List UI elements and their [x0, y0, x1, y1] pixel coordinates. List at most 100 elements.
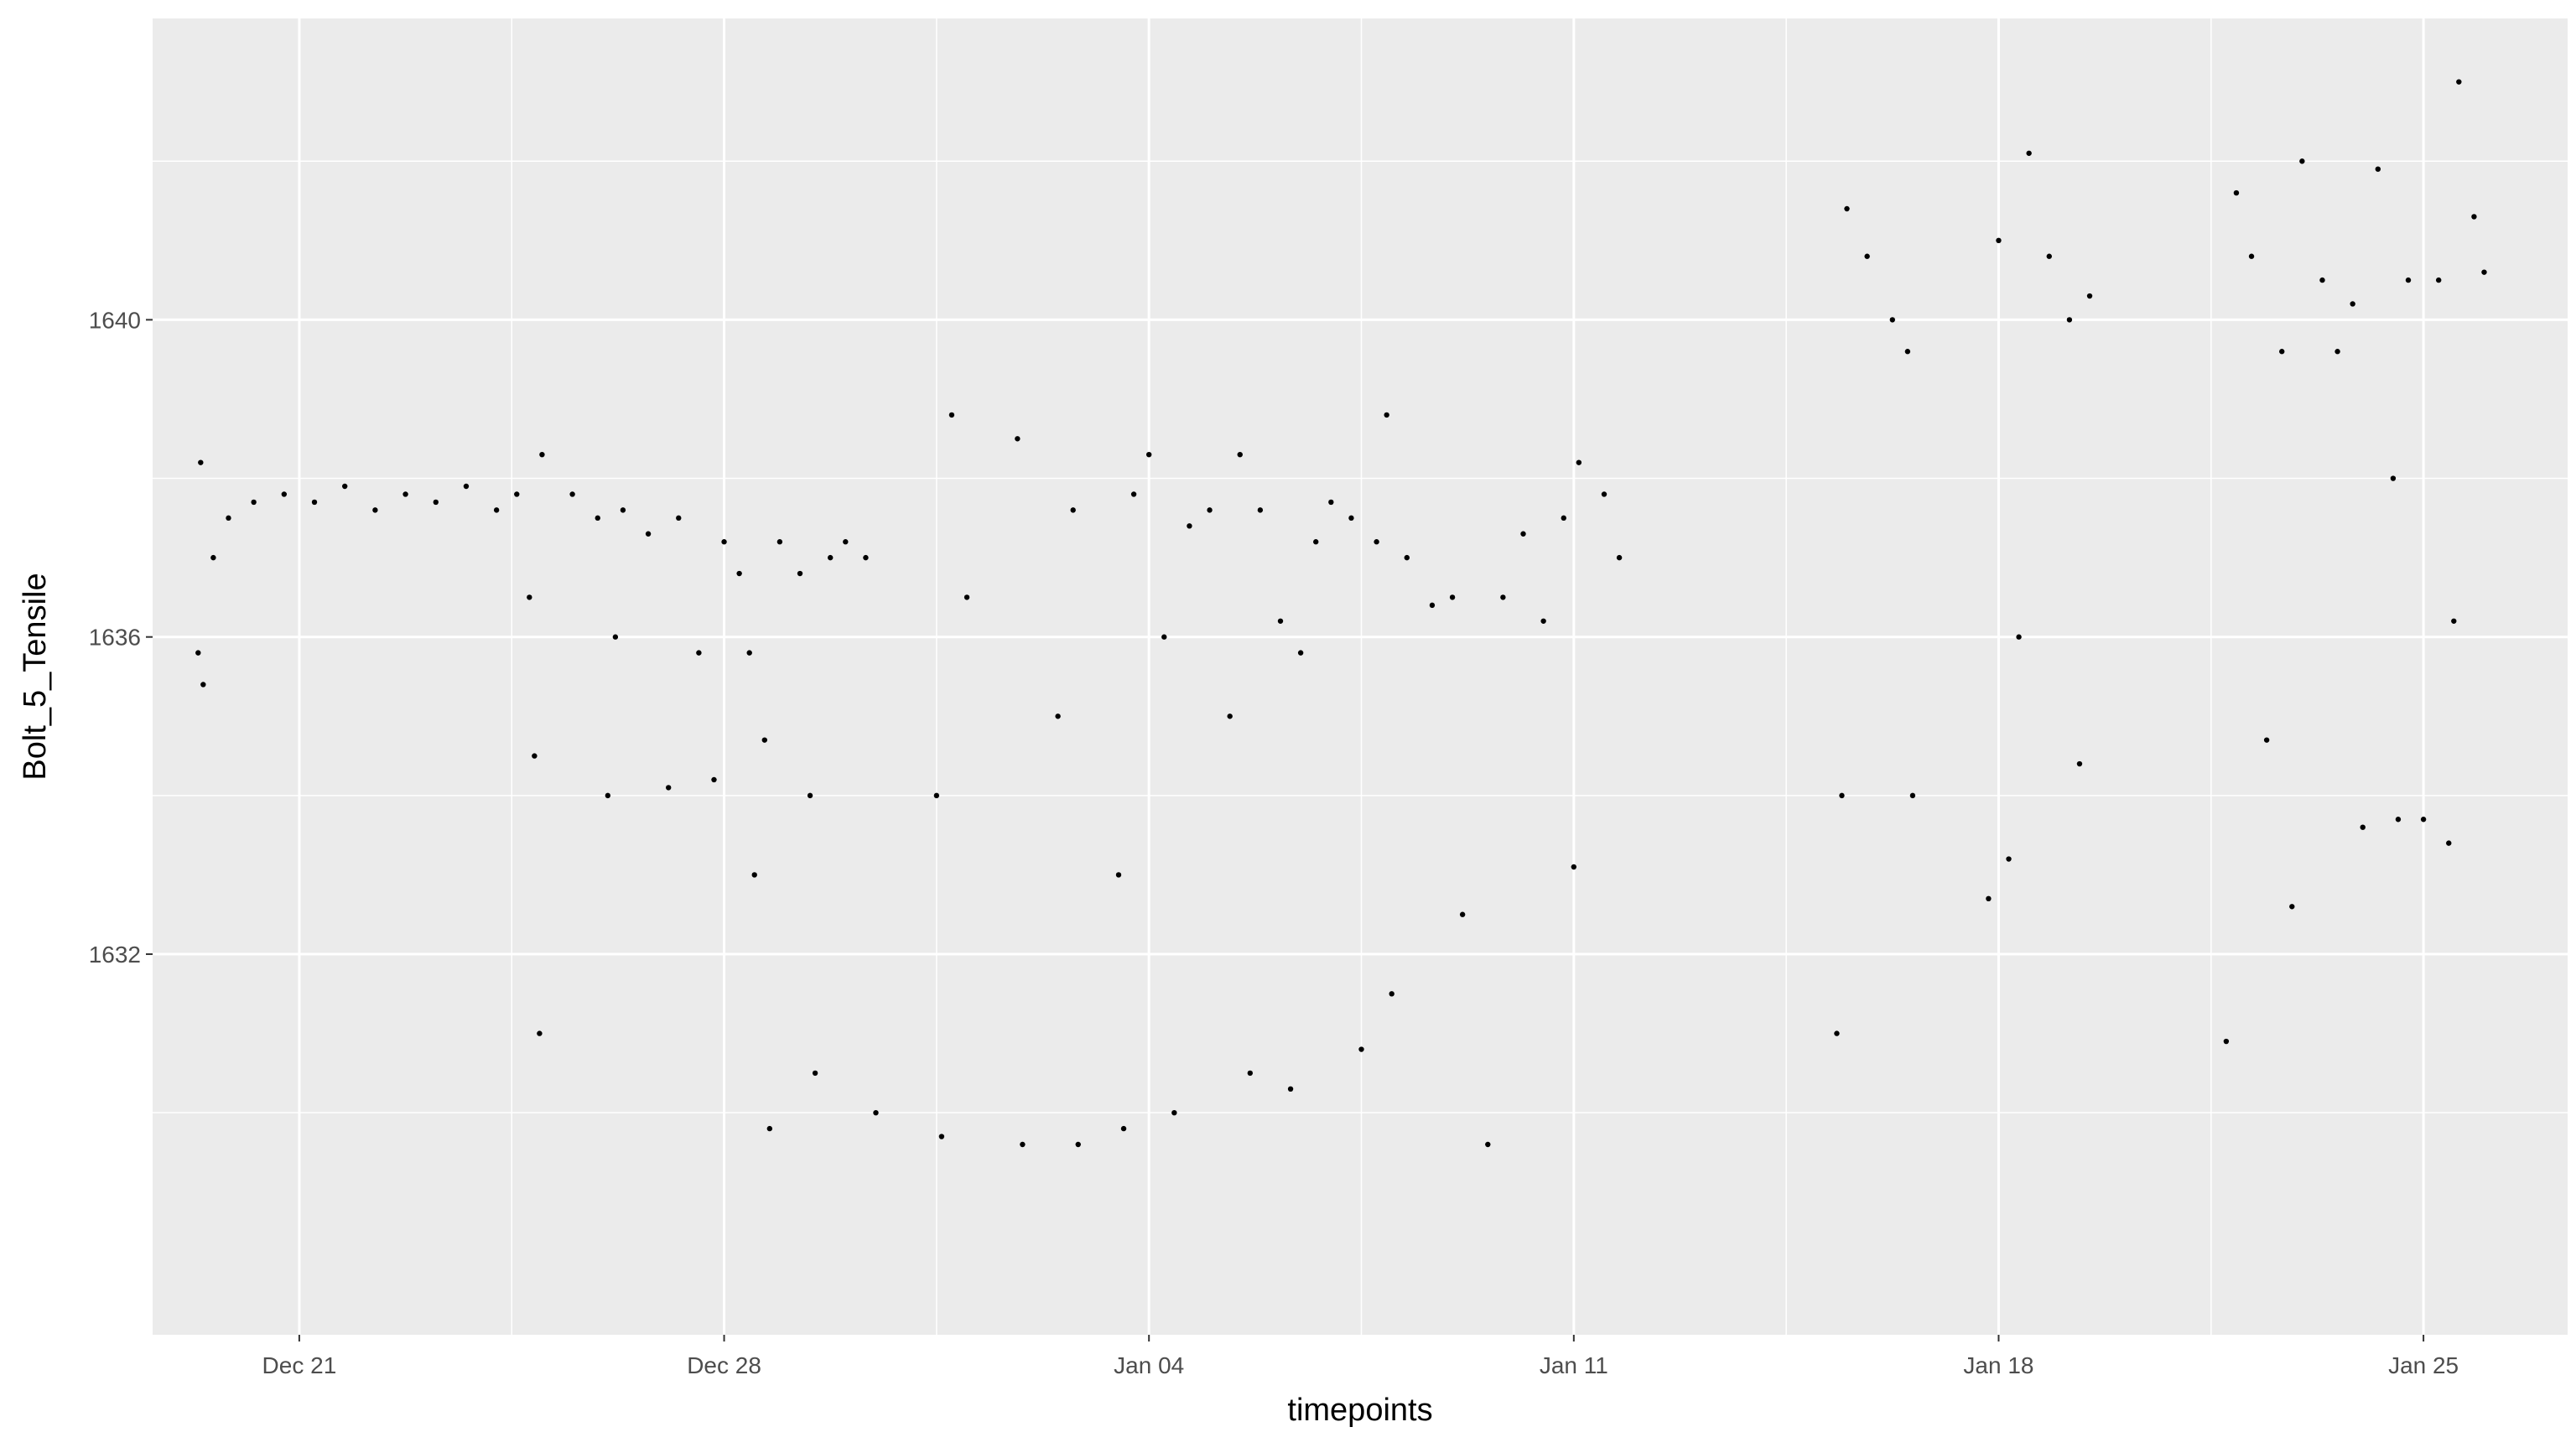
data-point [2233, 189, 2240, 196]
x-tick-label: Jan 25 [2388, 1352, 2459, 1378]
x-tick-label: Jan 04 [1114, 1352, 1184, 1378]
data-point [843, 539, 849, 545]
data-point [433, 499, 439, 506]
data-point [1459, 911, 1466, 917]
data-point [1187, 523, 1192, 529]
data-point [2420, 817, 2427, 823]
data-point [1996, 237, 2002, 244]
data-point [532, 753, 538, 759]
data-point [761, 737, 768, 743]
data-point [1839, 792, 1845, 799]
data-point [2481, 269, 2487, 275]
data-point [751, 872, 757, 878]
data-point [1404, 554, 1410, 561]
data-point [863, 554, 869, 561]
data-point [200, 682, 206, 688]
data-point [1120, 1125, 1127, 1132]
data-point [721, 539, 727, 545]
data-point [402, 491, 408, 497]
y-axis-title: Bolt_5_Tensile [18, 573, 53, 780]
data-point [1616, 554, 1623, 561]
data-point [963, 594, 970, 600]
data-point [2456, 79, 2462, 85]
data-point [1313, 539, 1319, 545]
data-point [1171, 1109, 1177, 1116]
data-point [1485, 1141, 1491, 1148]
data-point [1374, 539, 1379, 545]
data-point [372, 507, 378, 513]
data-point [195, 650, 201, 656]
data-point [711, 776, 717, 783]
data-point [1247, 1070, 1254, 1077]
data-point [1297, 650, 1304, 656]
data-point [2350, 301, 2355, 307]
data-point [1055, 714, 1061, 719]
data-point [514, 491, 520, 497]
data-point [2375, 166, 2381, 172]
x-tick-label: Jan 18 [1963, 1352, 2033, 1378]
data-point [696, 650, 702, 656]
data-point [1130, 491, 1137, 497]
data-point [666, 785, 672, 791]
data-point [2086, 293, 2093, 299]
data-point [281, 491, 288, 497]
data-point [938, 1134, 945, 1139]
data-point [948, 412, 955, 418]
data-point [2026, 150, 2032, 156]
data-point [493, 507, 500, 513]
data-point [251, 499, 257, 506]
data-point [766, 1125, 773, 1132]
data-point [1864, 253, 1870, 259]
data-point [2334, 349, 2340, 355]
data-point [1561, 515, 1566, 522]
data-point [1287, 1086, 1294, 1092]
x-axis: Dec 21 Dec 28 Jan 04 Jan 11 Jan 18 Jan 25 [262, 1335, 2459, 1378]
data-point [1161, 634, 1167, 640]
data-point [1384, 412, 1389, 418]
data-point [537, 1030, 543, 1036]
data-point [1020, 1141, 1026, 1148]
data-point [2006, 856, 2012, 862]
data-point [776, 539, 783, 545]
data-point [2248, 253, 2255, 259]
data-point [1601, 491, 1607, 497]
data-point [828, 554, 834, 561]
data-point [1429, 602, 1436, 609]
data-point [569, 491, 575, 497]
data-point [1449, 594, 1456, 600]
data-point [2435, 277, 2442, 283]
data-point [797, 570, 803, 577]
data-point [1500, 594, 1506, 600]
data-point [1520, 531, 1526, 537]
data-point [1834, 1030, 1840, 1036]
data-point [2446, 840, 2452, 846]
data-point [2289, 904, 2295, 910]
data-point [736, 570, 742, 577]
data-point [1075, 1141, 1081, 1148]
data-point [812, 1070, 818, 1077]
data-point [1237, 451, 1243, 458]
data-point [1328, 499, 1334, 506]
data-point [210, 554, 216, 561]
grid-lines [153, 18, 2568, 1335]
y-tick-label: 1632 [89, 942, 141, 968]
data-point [612, 634, 619, 640]
data-point [2223, 1038, 2230, 1045]
data-point [1145, 451, 1152, 458]
data-point [1576, 459, 1582, 465]
data-point [539, 451, 545, 458]
data-point [1070, 507, 1076, 513]
data-point [1909, 792, 1916, 799]
data-point [2390, 475, 2397, 481]
data-point [2360, 824, 2366, 830]
data-point [1115, 872, 1122, 878]
data-point [595, 515, 600, 522]
data-point [2066, 317, 2073, 323]
data-point [620, 507, 626, 513]
data-point [2299, 158, 2305, 164]
y-tick-label: 1636 [89, 625, 141, 651]
data-point [1358, 1046, 1364, 1052]
x-axis-title: timepoints [1287, 1393, 1432, 1428]
